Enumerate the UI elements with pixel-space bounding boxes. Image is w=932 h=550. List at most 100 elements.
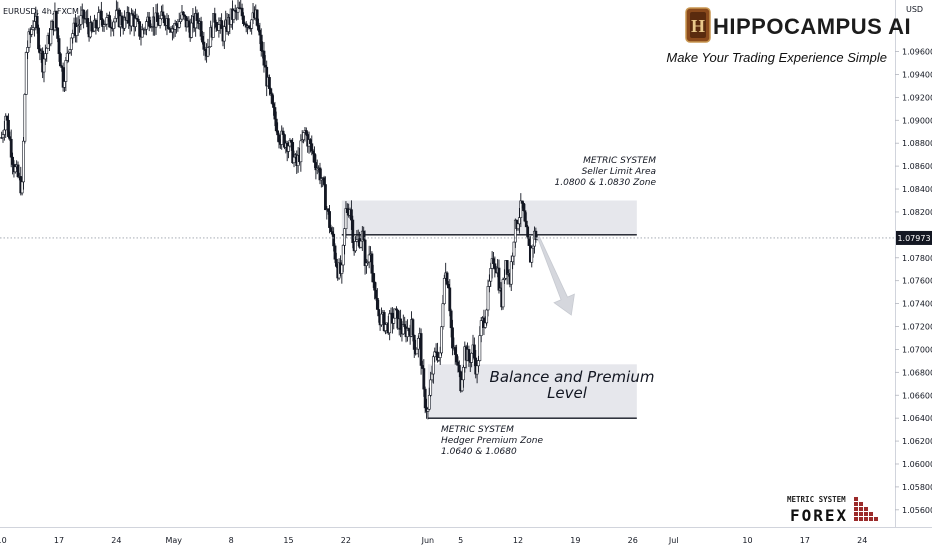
candle-up [501,279,505,308]
candle-down [147,16,151,27]
candle-down [445,272,449,285]
candle-down [371,272,375,283]
candle-up [177,21,181,28]
candle-down [155,12,159,22]
candle-down [138,21,142,37]
candle-up [71,33,75,39]
symbol-label: EURUSD, 4h, FXCM [3,7,79,16]
watermark-block [859,517,863,521]
watermark-block [869,517,873,521]
candle-up [359,240,363,248]
y-axis-ticks: 1.09600 1.09400 1.09200 1.09000 1.08800 1.086… [895,48,932,515]
x-tick-label: 12 [513,536,523,545]
candle-down [304,130,308,135]
candle-down [467,349,471,362]
candle-down [334,258,338,267]
candle-up [431,356,435,375]
candle-down [345,208,349,213]
candle-up [442,277,446,304]
candle-down [423,388,427,409]
y-tick-label: 1.06400 [902,414,932,423]
x-axis-ticks: 10 17 24 May 8 15 22 Jun 5 12 19 26 Jul 10 17 24 [0,536,867,545]
candle-down [330,231,334,235]
candle-down [522,203,525,211]
candle-down [201,35,204,43]
logo-badge-inner [690,12,706,38]
candle-down [411,319,415,336]
candle-up [140,29,144,38]
candle-up [97,12,101,29]
candle-up [75,26,79,36]
overlay-layer [0,236,895,316]
candle-up [479,320,483,336]
candle-down [523,210,527,222]
candle-up [22,140,25,183]
candle-up [340,264,344,274]
candle-down [309,139,312,144]
candle-up [475,365,479,375]
candle-up [415,348,419,355]
x-tick-label: 10 [0,536,7,545]
balance-premium-annotation: Balance and Premium Level [490,368,655,402]
plot-area[interactable] [0,0,895,527]
hedger-annotation-line-1: METRIC SYSTEM [441,425,514,435]
candle-down [8,136,12,140]
candle-down [16,164,20,178]
price-axis[interactable] [895,0,932,550]
candle-up [20,181,24,194]
watermark-block [859,512,863,516]
y-tick-label: 1.06200 [902,437,932,446]
candle-up [440,326,443,354]
candle-up [1,134,5,138]
candle-down [257,25,260,31]
y-tick-label: 1.09400 [902,70,932,79]
candle-down [457,365,461,373]
candle-up [341,244,345,266]
candle-up [222,26,226,42]
candle-down [422,368,426,390]
x-tick-label: 17 [54,536,64,545]
candle-down [281,130,285,135]
balance-annotation-line-1: Balance and Premium [490,368,655,386]
candle-down [11,156,14,165]
watermark-block [854,512,858,516]
candle-up [430,373,434,381]
candle-down [7,119,10,137]
watermark-block [864,517,868,521]
candle-down [213,13,217,23]
candle-up [49,29,53,45]
candle-down [520,200,524,204]
candle-down [453,347,457,355]
candle-down [310,143,314,152]
candle-up [23,94,27,142]
candle-down [329,227,333,232]
zone-layer [341,200,637,419]
candle-down [526,226,530,238]
y-tick-label: 1.09200 [902,93,932,102]
candle-up [343,228,346,246]
hedger-annotation-line-3: 1.0640 & 1.0680 [441,447,517,457]
candle-down [377,309,381,317]
candle-down [269,88,273,95]
candle-up [512,241,516,257]
candle-up [105,17,109,25]
y-tick-label: 1.08600 [902,162,932,171]
candle-up [158,18,162,26]
candle-down [492,258,495,265]
candle-down [324,184,327,211]
candle-up [416,337,420,350]
candle-down [311,150,315,154]
candle-up [426,408,430,412]
y-tick-label: 1.08400 [902,185,932,194]
candle-down [247,25,251,29]
metric-system-watermark: METRIC SYSTEM FOREX [787,495,878,525]
candle-up [42,58,46,73]
watermark-line-1: METRIC SYSTEM [787,495,846,504]
candle-down [407,328,411,332]
candle-up [179,18,183,22]
y-tick-label: 1.05600 [902,506,932,515]
current-price-badge: 1.07973 [896,230,932,245]
candle-up [516,223,520,230]
